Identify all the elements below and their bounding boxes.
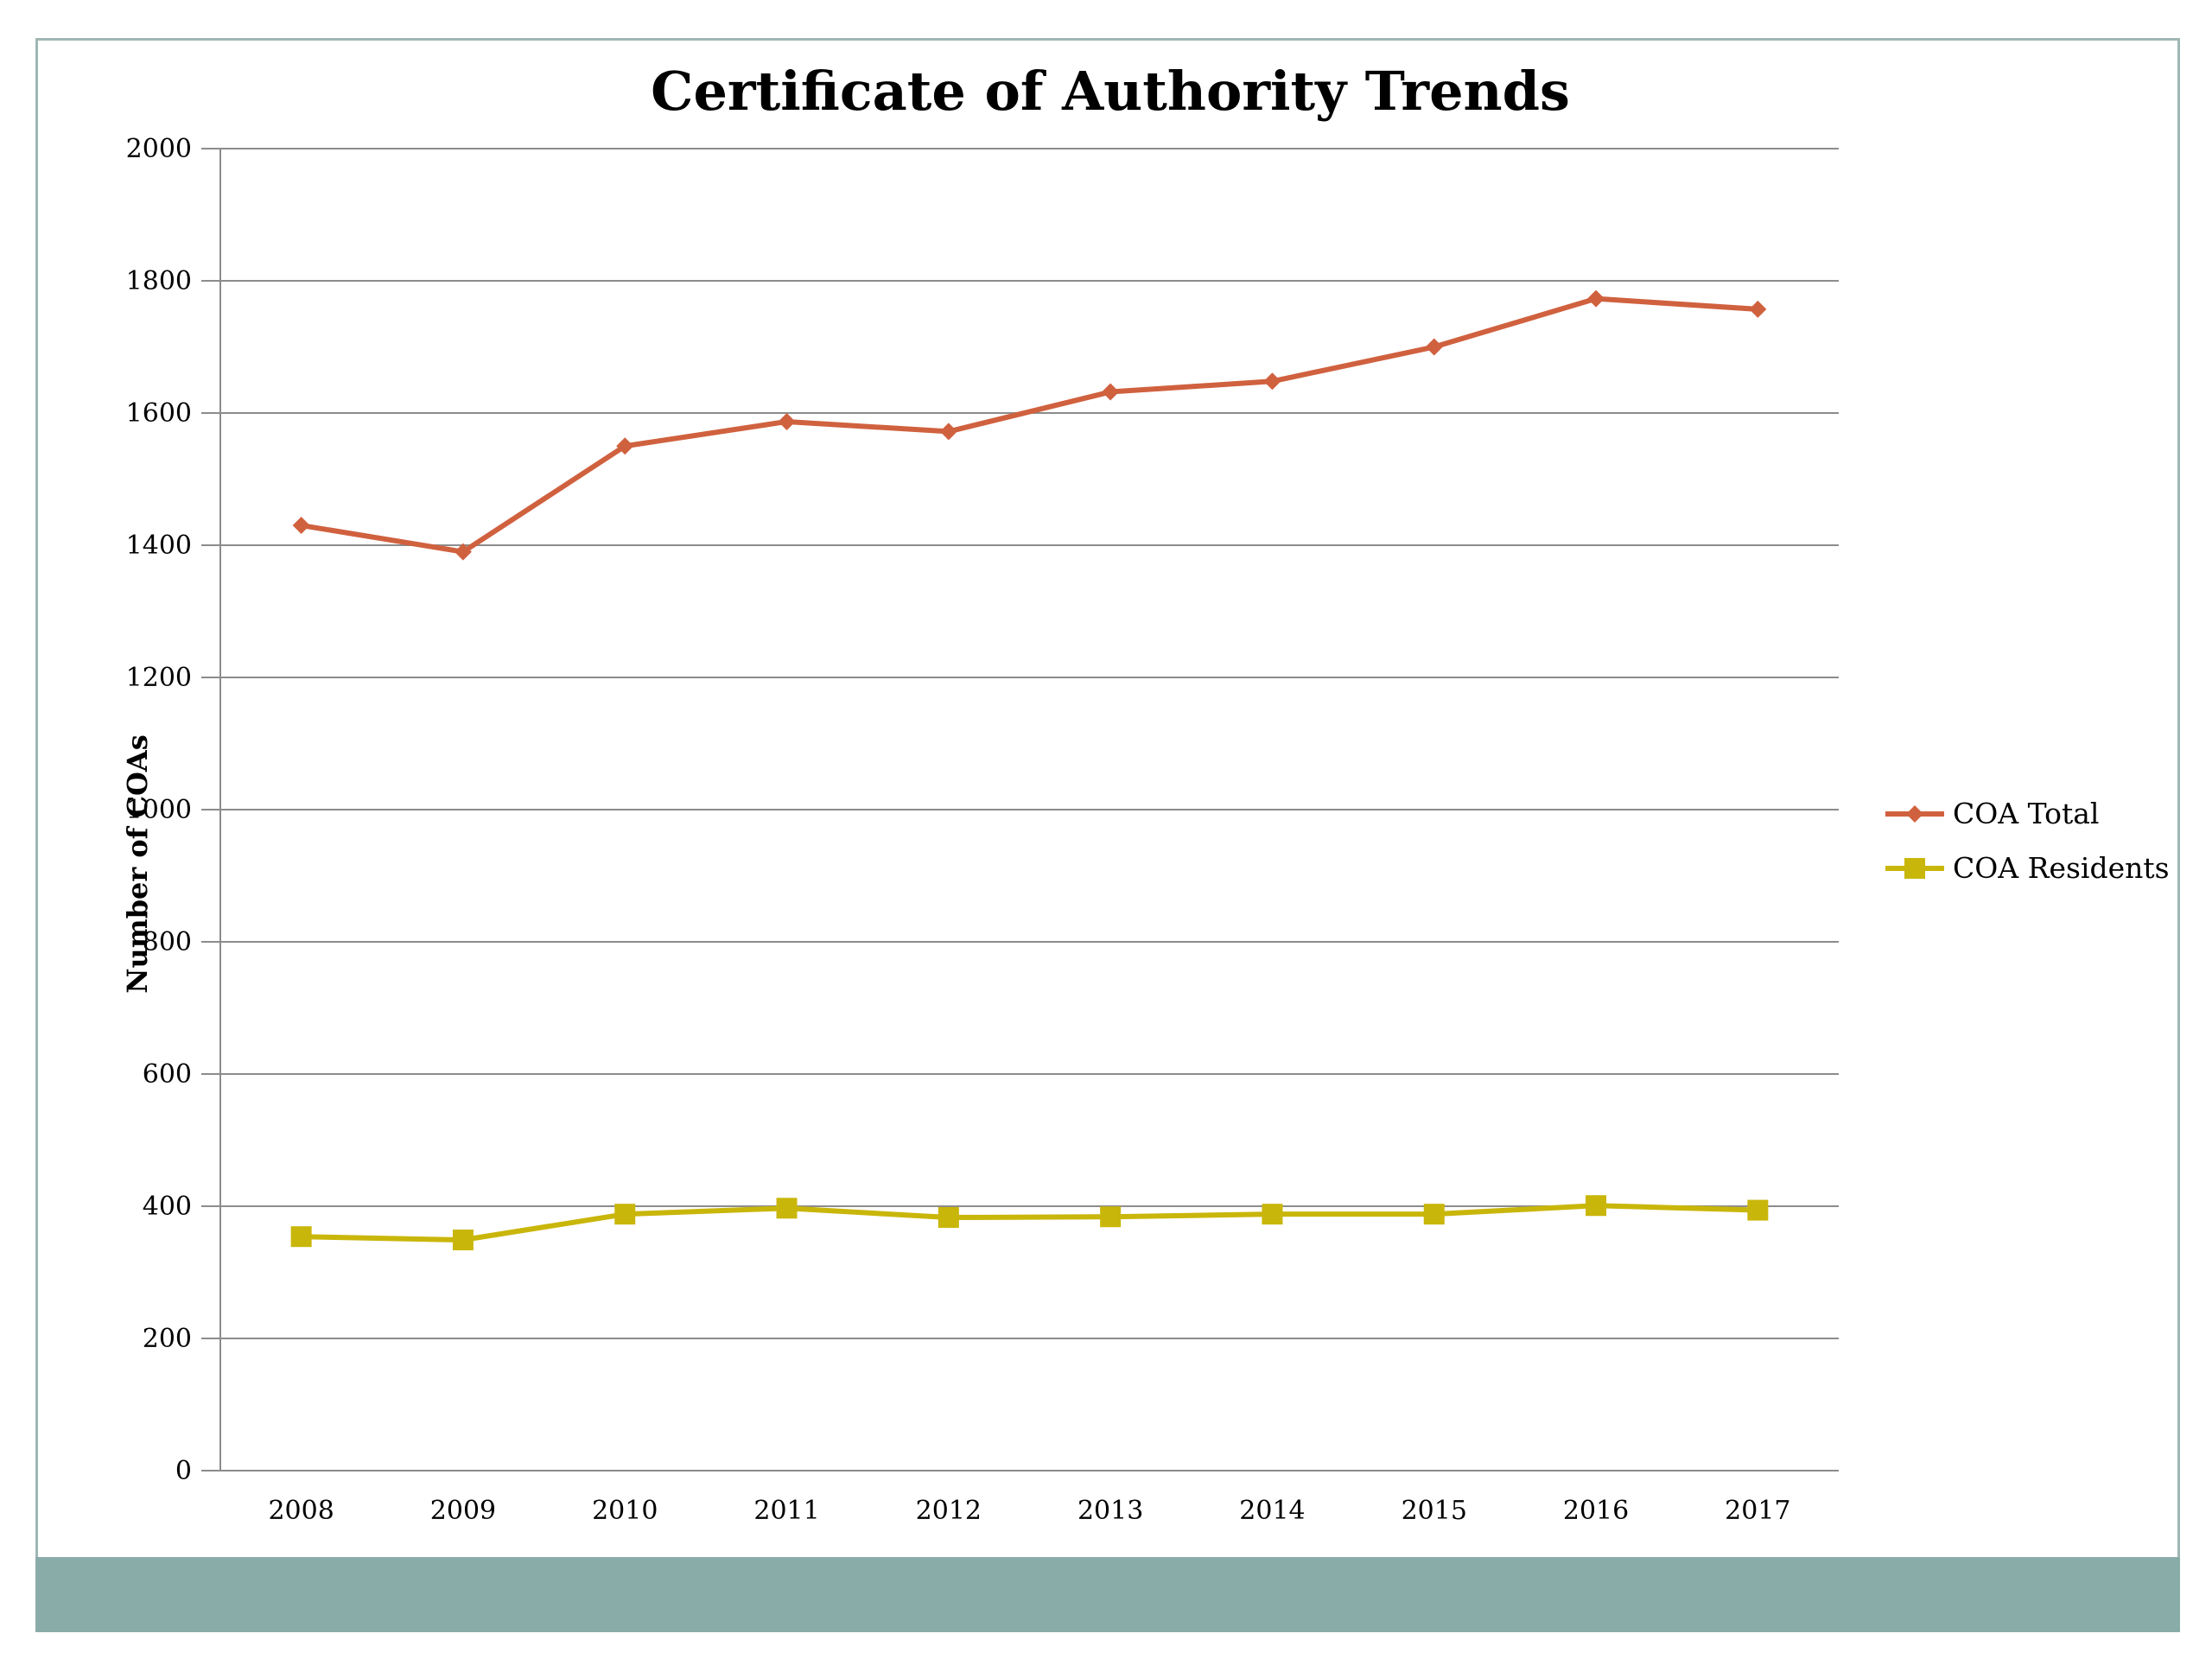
y-tick-label: 1400	[126, 531, 192, 561]
x-tick-label: 2012	[916, 1496, 982, 1526]
legend-label: COA Total	[1953, 797, 2099, 830]
series-2	[290, 1195, 1769, 1251]
data-point	[292, 517, 310, 535]
x-tick-label: 2016	[1563, 1496, 1629, 1526]
data-point	[1425, 338, 1443, 356]
x-tick-label: 2009	[430, 1496, 496, 1526]
y-tick-label: 400	[143, 1192, 192, 1222]
legend-marker	[1906, 805, 1923, 823]
series-line	[301, 296, 1758, 555]
series	[290, 289, 1769, 1251]
y-tick-labels: 0 200 400 600 800 1000 1200 1400 1600 1800 2000	[126, 134, 192, 1486]
data-point	[778, 412, 796, 430]
x-tick-label: 2010	[592, 1496, 658, 1526]
data-point	[1749, 300, 1767, 318]
data-point	[1100, 1206, 1122, 1228]
y-tick-label: 0	[175, 1456, 192, 1486]
data-point	[452, 1230, 474, 1251]
data-point	[1587, 289, 1605, 308]
data-point	[1586, 1195, 1607, 1217]
legend-label: COA Residents	[1953, 851, 2170, 885]
footer-bar	[35, 1557, 2180, 1632]
gridlines	[201, 148, 1839, 1471]
data-point	[1263, 372, 1281, 391]
data-point	[290, 1226, 312, 1248]
series-line	[301, 1203, 1758, 1243]
x-tick-label: 2017	[1725, 1496, 1790, 1526]
x-tick-label: 2011	[753, 1496, 819, 1526]
x-tick-label: 2014	[1239, 1496, 1305, 1526]
x-tick-label: 2015	[1402, 1496, 1467, 1526]
x-tick-label: 2008	[268, 1496, 334, 1526]
series-1	[292, 289, 1767, 561]
legend-marker	[1904, 858, 1925, 879]
data-point	[1262, 1204, 1283, 1225]
data-point	[1423, 1204, 1445, 1225]
y-tick-label: 800	[143, 927, 192, 957]
data-point	[938, 1207, 959, 1229]
slide-frame	[35, 38, 2180, 1632]
data-point	[776, 1198, 798, 1219]
data-point	[616, 437, 634, 455]
legend: COA Total COA Residents	[1885, 797, 2170, 885]
y-tick-label: 1600	[126, 398, 192, 429]
data-point	[1747, 1199, 1769, 1221]
y-tick-label: 1200	[126, 663, 192, 693]
y-tick-label: 1800	[126, 266, 192, 296]
x-tick-label: 2013	[1077, 1496, 1143, 1526]
data-point	[454, 543, 472, 561]
chart-title: Certificate of Authority Trends	[651, 60, 1570, 123]
x-tick-labels: 2008 2009 2010 2011 2012 2013 2014 2015 2016 2017	[268, 1496, 1790, 1526]
y-tick-label: 200	[143, 1324, 192, 1354]
y-axis-label: Number of COAs	[121, 734, 154, 994]
y-tick-label: 1000	[126, 795, 192, 825]
data-point	[614, 1204, 636, 1225]
data-point	[939, 423, 957, 441]
legend-item: COA Residents	[1885, 851, 2170, 885]
data-point	[1102, 383, 1120, 401]
axes	[219, 149, 1839, 1471]
y-tick-label: 2000	[126, 134, 192, 164]
y-tick-label: 600	[143, 1059, 192, 1090]
legend-item: COA Total	[1885, 797, 2099, 830]
